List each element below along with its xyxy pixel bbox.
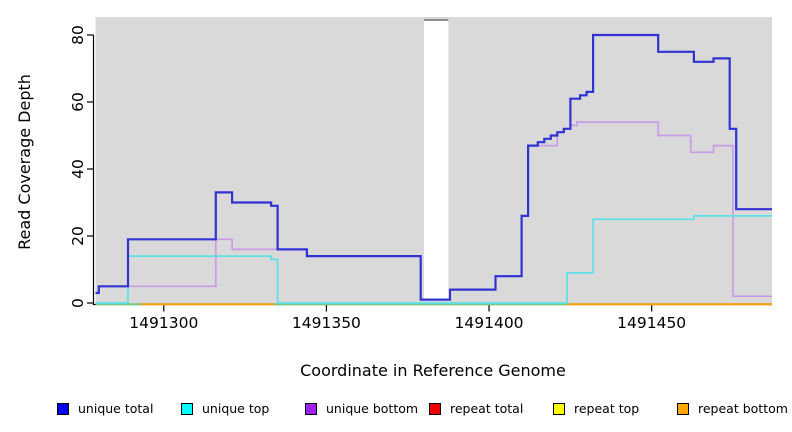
y-tick-label: 20	[69, 226, 87, 246]
x-tick-label: 1491300	[129, 314, 198, 332]
legend: unique total unique top unique bottom repea…	[0, 401, 792, 423]
plot-area: 1491300 1491350 1491400 1491450 0 20 40 60 80	[69, 17, 772, 332]
y-tick-label: 0	[69, 298, 87, 308]
legend-label: unique bottom	[326, 401, 419, 416]
legend-label: unique top	[202, 401, 270, 416]
y-tick-label: 60	[69, 92, 87, 112]
series-unique-total	[95, 33, 772, 301]
legend-swatch-unique-total	[57, 402, 69, 415]
x-tick-label: 1491350	[292, 314, 361, 332]
y-axis-title: Read Coverage Depth	[15, 74, 34, 250]
legend-item-repeat-total: repeat total	[429, 401, 523, 416]
legend-label: repeat top	[574, 401, 640, 416]
legend-label: repeat total	[450, 401, 524, 416]
legend-item-repeat-bottom: repeat bottom	[677, 401, 788, 416]
legend-swatch-repeat-total	[429, 402, 441, 415]
legend-item-repeat-top: repeat top	[553, 401, 639, 416]
legend-swatch-unique-bottom	[305, 402, 317, 415]
legend-swatch-repeat-top	[553, 402, 565, 415]
series-unique-top	[95, 215, 772, 304]
legend-label: repeat bottom	[698, 401, 788, 416]
x-axis-title: Coordinate in Reference Genome	[300, 361, 566, 380]
legend-item-unique-total: unique total	[57, 401, 153, 416]
legend-label: unique total	[78, 401, 154, 416]
coverage-gap	[423, 21, 449, 300]
x-tick-label: 1491400	[455, 314, 524, 332]
legend-swatch-repeat-bottom	[677, 402, 689, 415]
y-tick-label: 40	[69, 159, 87, 179]
x-tick-label: 1491450	[617, 314, 686, 332]
legend-swatch-unique-top	[181, 402, 193, 415]
y-tick-label: 80	[69, 25, 87, 45]
legend-item-unique-bottom: unique bottom	[305, 401, 418, 416]
legend-item-unique-top: unique top	[181, 401, 269, 416]
